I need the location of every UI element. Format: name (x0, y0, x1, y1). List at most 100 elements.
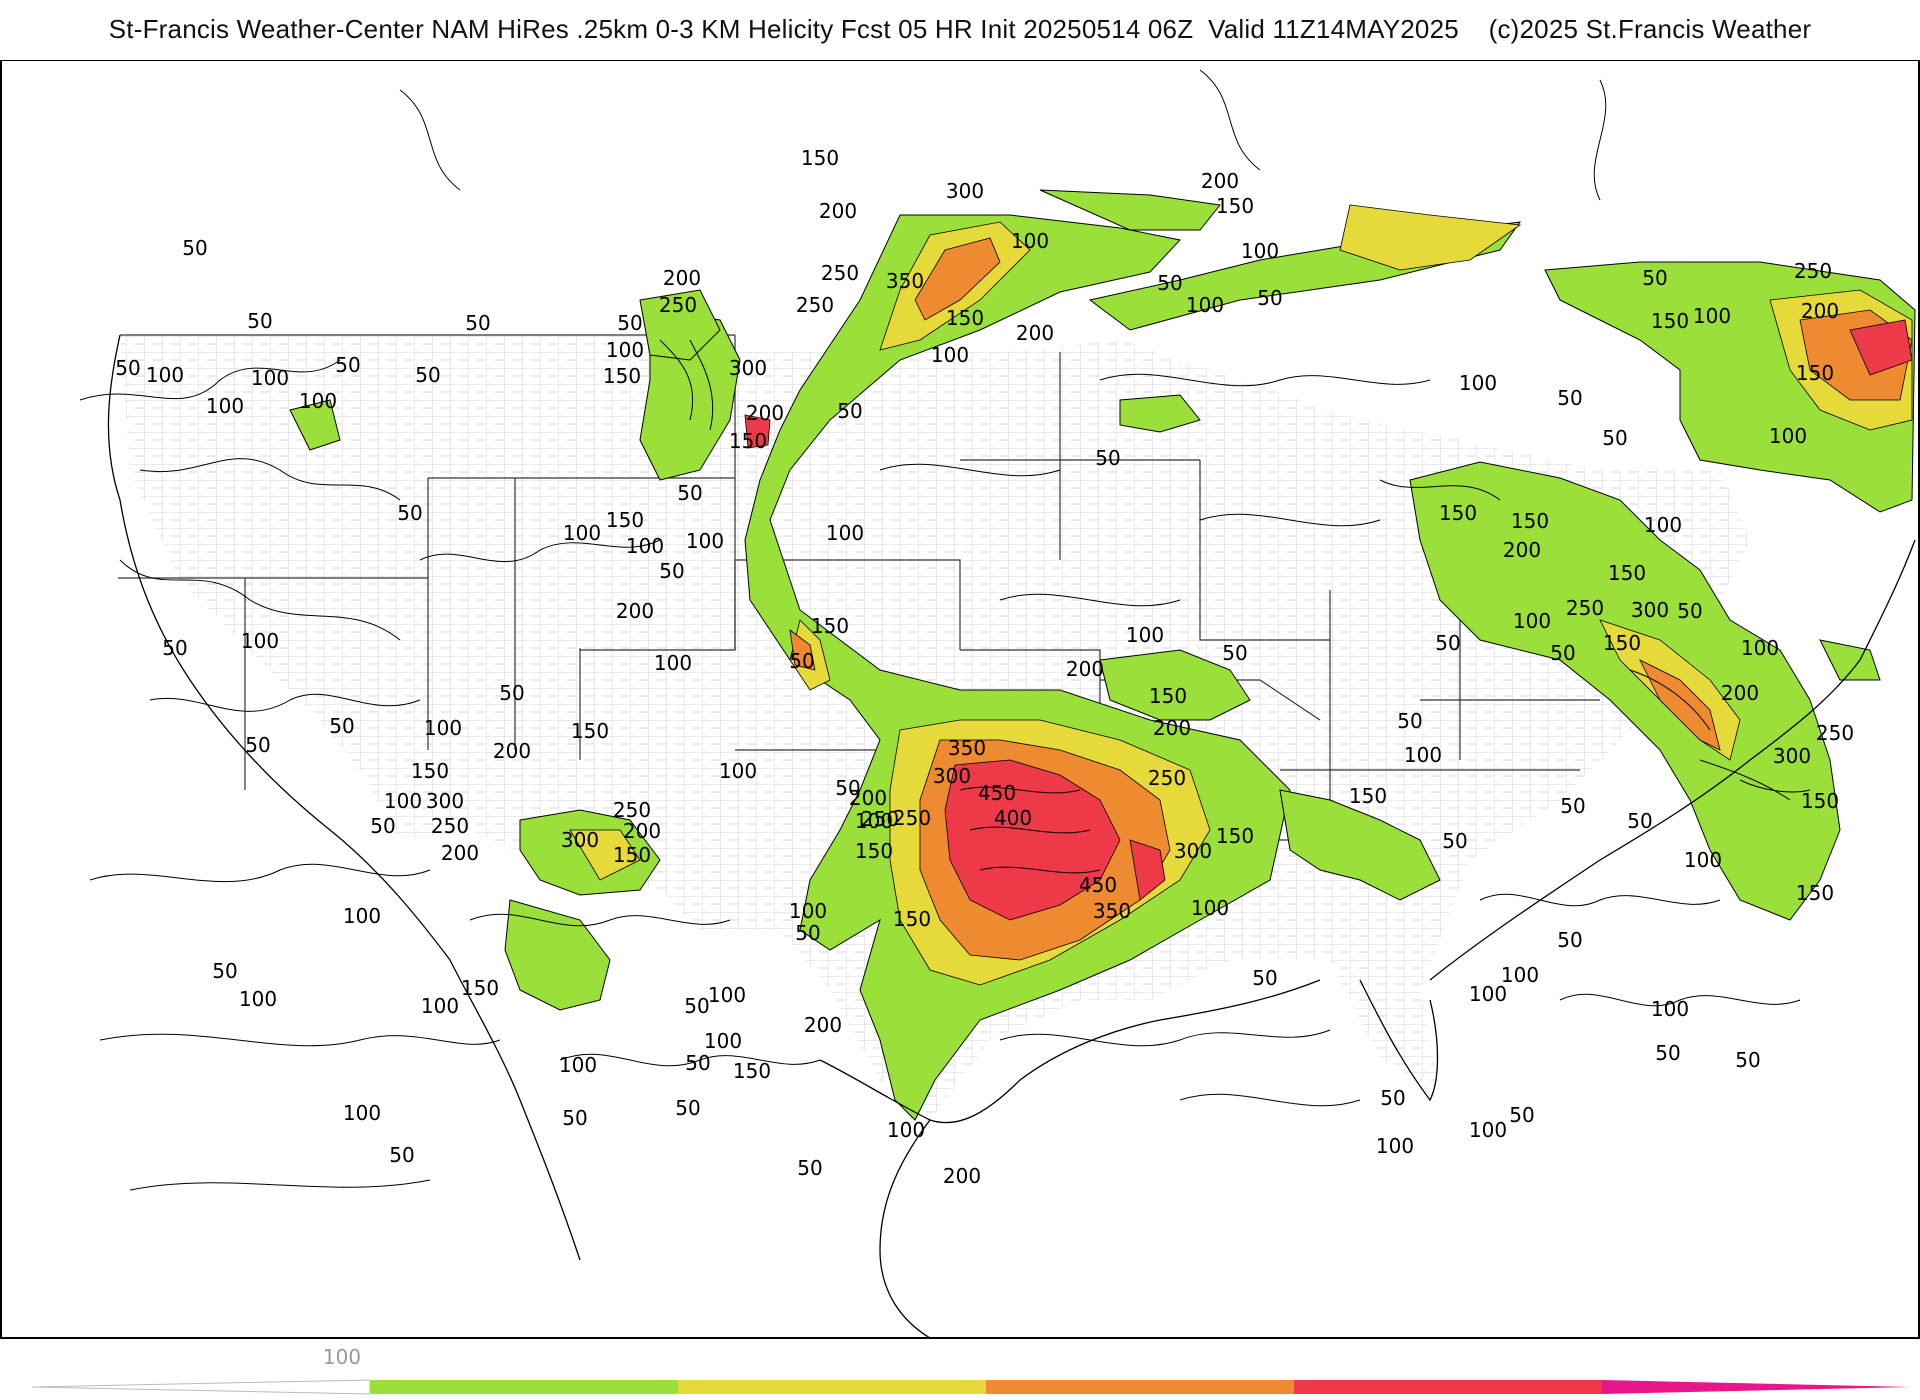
contour-label: 100 (686, 529, 724, 553)
contour-label: 150 (801, 146, 839, 170)
coastlines (107, 334, 1916, 1339)
contour-label: 100 (1469, 1118, 1507, 1142)
contour-label: 300 (561, 828, 599, 852)
contour-label: 50 (1735, 1048, 1760, 1072)
contour-label: 100 (704, 1029, 742, 1053)
contour-label: 100 (1469, 982, 1507, 1006)
contour-label: 100 (606, 338, 644, 362)
contour-label: 250 (861, 807, 899, 831)
contour-label: 300 (729, 356, 767, 380)
contour-label: 100 (1693, 304, 1731, 328)
contour-label: 100 (1651, 997, 1689, 1021)
contour-label: 50 (1642, 266, 1667, 290)
contour-label: 100 (931, 343, 969, 367)
contour-label: 100 (421, 994, 459, 1018)
colorbar-segment (986, 1380, 1294, 1394)
contour-label: 50 (499, 681, 524, 705)
contour-label: 50 (1509, 1103, 1534, 1127)
contour-label: 200 (663, 266, 701, 290)
contour-label: 50 (795, 921, 820, 945)
contour-label: 100 (855, 809, 893, 833)
contour-label: 100 (1501, 963, 1539, 987)
map-title: St-Francis Weather-Center NAM HiRes .25k… (108, 14, 1812, 44)
contour-label: 100 (708, 983, 746, 1007)
contour-label: 100 (1644, 513, 1682, 537)
contour-label: 150 (1603, 631, 1641, 655)
contour-label: 350 (948, 736, 986, 760)
contour-label: 250 (613, 798, 651, 822)
contour-label: 50 (370, 814, 395, 838)
contour-label: 150 (1349, 784, 1387, 808)
contour-label: 150 (1439, 501, 1477, 525)
contour-label: 100 (239, 987, 277, 1011)
contour-label: 250 (659, 293, 697, 317)
contour-label: 200 (1801, 299, 1839, 323)
contour-label: 100 (206, 394, 244, 418)
contour-label: 100 (1513, 609, 1551, 633)
colorbar-segment (1294, 1380, 1602, 1394)
contour-label: 100 (1191, 896, 1229, 920)
contour-label: 100 (1186, 293, 1224, 317)
contour-label: 250 (821, 261, 859, 285)
contour-label: 50 (1095, 446, 1120, 470)
contour-label: 150 (461, 976, 499, 1000)
contour-label: 100 (789, 899, 827, 923)
contour-label: 50 (617, 311, 642, 335)
contour-label: 200 (623, 819, 661, 843)
contour-label: 100 (626, 534, 664, 558)
colorbar-segment (1602, 1380, 1912, 1394)
contour-label: 250 (431, 814, 469, 838)
contour-label: 50 (1380, 1086, 1405, 1110)
contour-label: 150 (613, 843, 651, 867)
contour-label: 150 (1608, 561, 1646, 585)
contour-label: 50 (1157, 271, 1182, 295)
contour-label: 50 (675, 1096, 700, 1120)
contour-label: 300 (1773, 744, 1811, 768)
contour-label: 100 (1459, 371, 1497, 395)
helicity-contours (79, 69, 1811, 1191)
colorbar-tick-label: 100 (323, 1345, 361, 1369)
contour-label: 50 (465, 311, 490, 335)
contour-label: 50 (1602, 426, 1627, 450)
contour-label: 250 (1566, 596, 1604, 620)
contour-label: 50 (1677, 599, 1702, 623)
contour-label: 150 (411, 759, 449, 783)
contour-label: 100 (1376, 1134, 1414, 1158)
contour-label: 100 (299, 389, 337, 413)
contour-label: 250 (1794, 259, 1832, 283)
contour-label: 100 (384, 789, 422, 813)
contour-label: 200 (1153, 716, 1191, 740)
contour-label: 50 (797, 1156, 822, 1180)
contour-label: 50 (1257, 286, 1282, 310)
contour-label: 250 (796, 293, 834, 317)
contour-label: 450 (1079, 873, 1117, 897)
contour-label: 50 (1557, 386, 1582, 410)
contour-label: 50 (1397, 709, 1422, 733)
contour-label: 150 (1801, 789, 1839, 813)
contour-label: 300 (1174, 839, 1212, 863)
contour-label: 200 (441, 841, 479, 865)
contour-label: 200 (493, 739, 531, 763)
colorbar-segment (370, 1380, 678, 1394)
contour-label: 150 (855, 839, 893, 863)
colorbar-segment (31, 1379, 371, 1395)
contour-label: 50 (415, 363, 440, 387)
contour-label: 200 (1503, 538, 1541, 562)
contour-label: 100 (654, 651, 692, 675)
contour-label: 50 (1435, 631, 1460, 655)
contour-label: 300 (426, 789, 464, 813)
contour-label: 100 (251, 366, 289, 390)
contour-label: 200 (746, 401, 784, 425)
contour-label: 50 (677, 481, 702, 505)
contour-label: 200 (1201, 169, 1239, 193)
colorbar: 100 (31, 1345, 1912, 1395)
contour-label: 100 (424, 716, 462, 740)
contour-label: 50 (659, 559, 684, 583)
contour-label: 50 (1560, 794, 1585, 818)
contour-label: 150 (603, 364, 641, 388)
contour-label: 250 (1148, 766, 1186, 790)
contour-label: 150 (1149, 684, 1187, 708)
contour-label: 200 (849, 786, 887, 810)
